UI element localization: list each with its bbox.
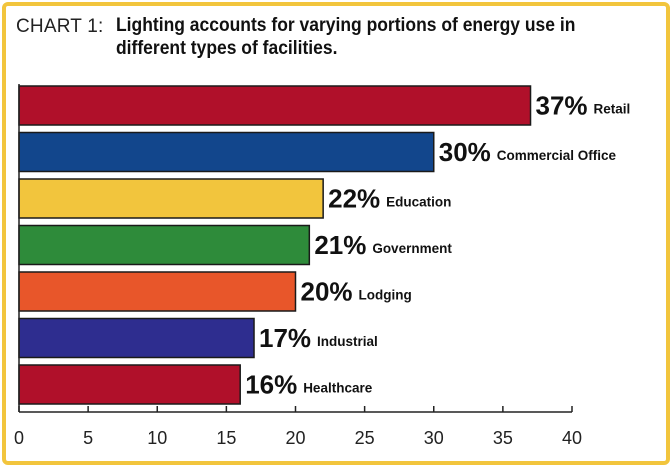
value-label: 22% xyxy=(328,184,380,214)
x-tick-label: 0 xyxy=(14,428,24,448)
chart-title-text: Lighting accounts for varying portions o… xyxy=(116,15,576,59)
category-label: Education xyxy=(386,195,451,210)
bar-healthcare xyxy=(18,364,241,405)
x-tick-label: 15 xyxy=(216,428,236,448)
chart-title-prefix: CHART 1: xyxy=(16,16,104,37)
bar-retail xyxy=(18,85,532,126)
value-label: 20% xyxy=(301,277,353,307)
x-tick-label: 10 xyxy=(147,428,167,448)
bar-industrial xyxy=(18,317,255,359)
bar-government xyxy=(18,224,311,266)
value-label: 17% xyxy=(259,323,311,353)
category-label: Commercial Office xyxy=(497,148,617,163)
x-tick-label: 20 xyxy=(285,428,305,448)
bars-group: 37% Retail 30% Commercial Office 22% Educatio… xyxy=(18,85,631,405)
value-label: 30% xyxy=(439,137,491,167)
category-label: Healthcare xyxy=(303,381,373,396)
category-label: Government xyxy=(372,241,452,256)
bar-lodging xyxy=(18,271,297,312)
x-tick-label: 40 xyxy=(562,428,582,448)
x-tick-label: 35 xyxy=(493,428,513,448)
value-label: 37% xyxy=(536,91,588,121)
value-label: 21% xyxy=(314,230,366,260)
x-tick-label: 30 xyxy=(424,428,444,448)
bar-education xyxy=(18,178,324,219)
category-label: Lodging xyxy=(359,288,412,303)
value-label: 16% xyxy=(245,370,297,400)
category-label: Industrial xyxy=(317,334,378,349)
x-tick-label: 5 xyxy=(83,428,93,448)
x-axis: 0 5 10 15 20 25 30 35 40 xyxy=(14,84,582,448)
bar-commercial-office xyxy=(18,131,435,173)
category-label: Retail xyxy=(594,102,631,117)
x-tick-label: 25 xyxy=(355,428,375,448)
